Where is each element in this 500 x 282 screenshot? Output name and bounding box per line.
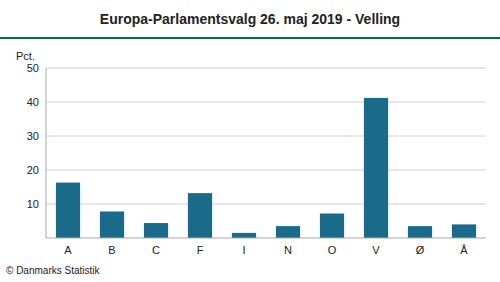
y-tick-label: 10 <box>27 198 39 210</box>
y-axis-label: Pct. <box>16 50 35 62</box>
bar <box>100 211 124 238</box>
grid-line <box>46 136 486 137</box>
footer: © Danmarks Statistik <box>6 265 101 276</box>
bar <box>144 223 168 238</box>
y-tick-label: 30 <box>27 130 39 142</box>
x-tick-label: O <box>328 244 337 256</box>
bar <box>276 226 300 238</box>
x-tick-label: V <box>372 244 380 256</box>
bar <box>232 233 256 238</box>
grid-line <box>46 102 486 103</box>
x-tick-label: F <box>197 244 204 256</box>
bar <box>56 183 80 238</box>
background <box>0 0 500 282</box>
bar <box>188 193 212 238</box>
chart-container: Europa-Parlamentsvalg 26. maj 2019 - Vel… <box>0 0 500 282</box>
grid <box>46 68 486 204</box>
bars <box>56 98 476 238</box>
x-tick-label: Ø <box>416 244 425 256</box>
x-tick-label: B <box>108 244 115 256</box>
x-tick-label: A <box>64 244 72 256</box>
x-tick-label: C <box>152 244 160 256</box>
y-tick-label: 50 <box>27 62 39 74</box>
bar <box>408 226 432 238</box>
y-tick-label: 40 <box>27 96 39 108</box>
x-tick-label: Å <box>460 244 468 256</box>
grid-line <box>46 204 486 205</box>
x-tick-label: I <box>242 244 245 256</box>
y-axis-line <box>46 68 47 238</box>
title: Europa-Parlamentsvalg 26. maj 2019 - Vel… <box>100 11 400 27</box>
x-tick-label: N <box>284 244 292 256</box>
y-tick-label: 20 <box>27 164 39 176</box>
grid-line <box>46 68 486 69</box>
bar <box>364 98 388 238</box>
bar <box>452 224 476 238</box>
title-rule <box>0 37 500 39</box>
x-axis-line <box>46 238 486 239</box>
chart-svg: Europa-Parlamentsvalg 26. maj 2019 - Vel… <box>0 0 500 282</box>
bar <box>320 214 344 238</box>
grid-line <box>46 170 486 171</box>
